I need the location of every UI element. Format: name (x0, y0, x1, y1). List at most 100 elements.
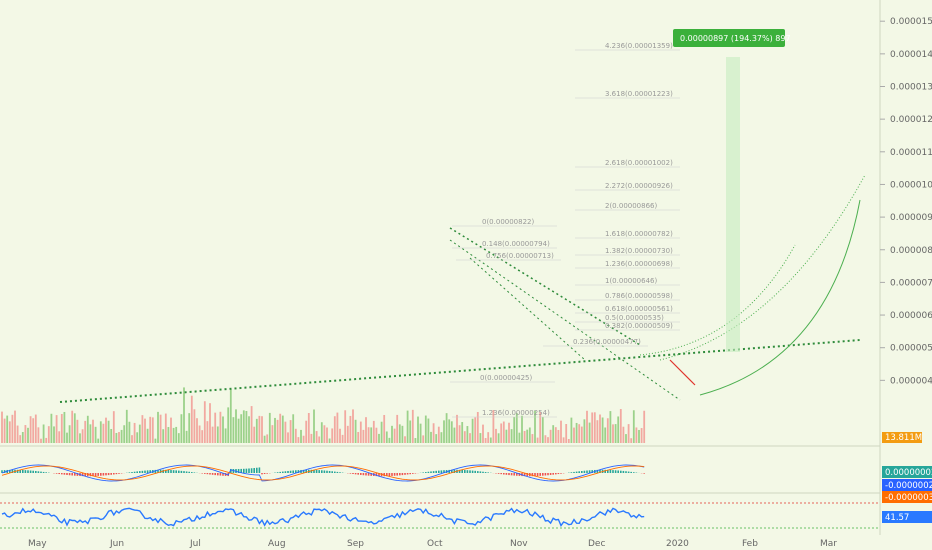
volume-bar (352, 409, 354, 443)
volume-bar (638, 429, 640, 443)
volume-bar (565, 424, 568, 443)
macd-histogram-bar (172, 470, 175, 473)
macd-histogram-bar (292, 470, 294, 473)
volume-bar (596, 420, 599, 443)
volume-bar (612, 424, 614, 443)
macd-histogram-bar (146, 470, 149, 473)
volume-bar (388, 437, 391, 443)
volume-bar (222, 416, 224, 443)
macd-histogram-bar (22, 469, 24, 473)
volume-bar (632, 410, 635, 443)
macd-histogram-bar (214, 473, 216, 476)
macd-histogram-bar (240, 468, 242, 473)
volume-bar (219, 411, 222, 443)
macd-histogram-bar (81, 473, 84, 477)
volume-bar (385, 431, 388, 443)
macd-histogram-bar (248, 468, 250, 473)
macd-histogram-bar (497, 473, 500, 474)
macd-histogram-bar (471, 470, 474, 473)
macd-histogram-bar (388, 473, 391, 477)
x-tick-label: 2020 (666, 539, 689, 549)
volume-bar (505, 429, 508, 443)
macd-histogram-bar (458, 469, 461, 473)
x-tick-label: Sep (347, 539, 364, 549)
macd-histogram-bar (331, 471, 333, 473)
volume-bar (14, 410, 16, 443)
macd-histogram-bar (315, 469, 318, 473)
macd-histogram-bar (401, 473, 404, 476)
volume-bar (578, 424, 581, 443)
volume-bar (300, 429, 302, 443)
volume-bar (375, 427, 378, 443)
volume-bar (583, 419, 586, 443)
volume-bar (326, 427, 328, 443)
macd-histogram-bar (365, 473, 367, 476)
macd-histogram-bar (620, 470, 622, 473)
volume-bar (242, 410, 245, 443)
volume-bar (151, 417, 154, 443)
macd-histogram-bar (622, 470, 625, 473)
macd-histogram-bar (523, 473, 526, 477)
macd-histogram-bar (588, 470, 591, 473)
macd-histogram-bar (643, 473, 645, 474)
volume-bar (97, 438, 100, 443)
macd-histogram-bar (362, 473, 365, 476)
volume-bar (625, 434, 627, 443)
fib-label: 1(0.00000646) (605, 277, 657, 285)
volume-bar (604, 427, 607, 443)
volume-tag (882, 432, 922, 443)
projection-arc (659, 174, 866, 361)
volume-bar (391, 425, 393, 443)
macd-histogram-bar (27, 470, 29, 473)
volume-bar (619, 409, 622, 443)
volume-bar (16, 425, 19, 443)
volume-bar (84, 420, 87, 443)
volume-bar (526, 429, 529, 443)
volume-bar (502, 421, 505, 443)
volume-bar (167, 427, 170, 443)
fibonacci-levels: 4.236(0.00001359) 3.618(0.00001223) 2.618(… (450, 42, 680, 418)
volume-bar (58, 431, 61, 443)
x-tick-label: Oct (427, 539, 443, 549)
macd-histogram-bar (393, 473, 396, 476)
y-tick-label: 0.00000800 (890, 246, 932, 256)
fib-label: 2.618(0.00001002) (605, 159, 673, 167)
volume-bar (237, 418, 240, 443)
volume-bar (118, 432, 120, 443)
x-tick-label: Nov (510, 539, 528, 549)
macd-line (1, 464, 645, 482)
volume-bar (92, 419, 94, 443)
volume-bar (170, 417, 172, 443)
volume-bar (552, 425, 555, 443)
volume-bar (320, 422, 323, 443)
volume-bar (380, 421, 383, 443)
volume-bar (125, 409, 128, 443)
macd-histogram-bar (625, 471, 627, 473)
volume-bar (209, 403, 211, 443)
macd-histogram-bar (29, 470, 32, 473)
macd-tag-label: -0.00000031 (885, 493, 932, 503)
volume-bar (357, 431, 360, 443)
volume-bar (456, 414, 458, 443)
macd-histogram-bar (399, 473, 401, 476)
macd-histogram-bar (630, 471, 632, 473)
volume-bar (609, 411, 612, 443)
target-box-bg (673, 29, 785, 47)
volume-bar (515, 413, 518, 443)
volume-bar (50, 413, 53, 443)
macd-histogram-bar (596, 469, 599, 473)
macd-histogram-bar (144, 470, 146, 473)
volume-bar (164, 413, 167, 443)
volume-bar (466, 426, 469, 443)
volume-bar (81, 429, 84, 443)
x-tick-label: Dec (588, 539, 605, 549)
volume-bar (232, 417, 235, 443)
macd-histogram-bar (461, 469, 463, 473)
macd-histogram-bar (477, 471, 479, 473)
volume-bar (201, 430, 204, 443)
volume-bar (71, 410, 74, 443)
volume-bar (560, 420, 562, 443)
macd-histogram-bar (149, 470, 151, 473)
volume-bar (417, 416, 419, 443)
